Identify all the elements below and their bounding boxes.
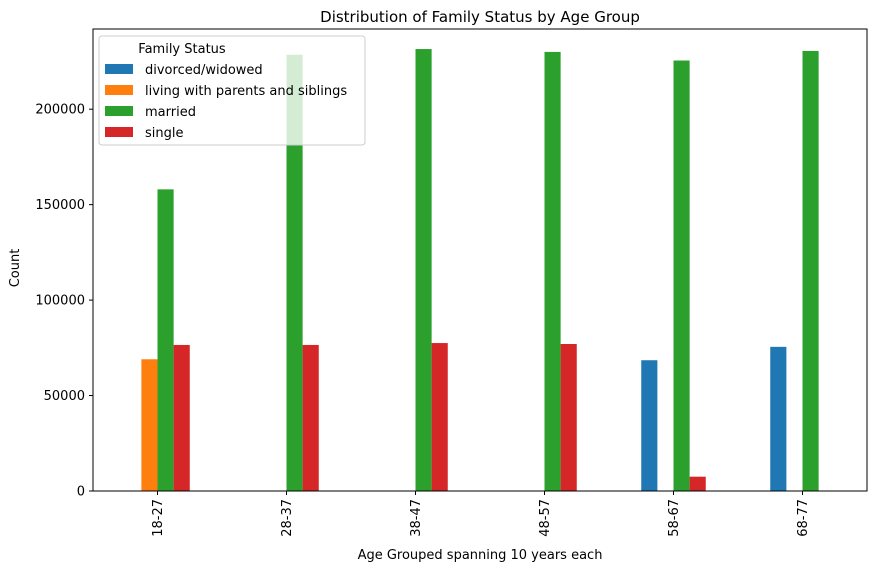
legend-label: living with parents and siblings (145, 84, 347, 99)
y-tick-label: 100000 (35, 294, 85, 309)
bar-married-28-37 (286, 54, 303, 492)
bar-single-38-47 (431, 343, 448, 491)
y-tick-label: 50000 (44, 389, 85, 404)
y-tick-label: 150000 (35, 198, 85, 213)
x-tick-label: 48-57 (538, 499, 553, 537)
bar-married-18-27 (157, 189, 174, 492)
y-tick-label: 0 (77, 485, 85, 500)
legend-label: divorced/widowed (145, 63, 263, 78)
y-axis-label: Count (8, 249, 23, 288)
legend-swatch (105, 64, 133, 74)
legend-swatch (105, 127, 133, 137)
legend-swatch (105, 106, 133, 116)
legend-box (98, 35, 366, 146)
y-tick-label: 200000 (35, 103, 85, 118)
axes-layer: 0 50000 100000 150000 200000 18-27 28-37 38-47 4… (35, 28, 868, 537)
x-tick-label: 28-37 (280, 499, 295, 537)
bar-living-with-parents-and-siblings-18-27 (141, 359, 158, 491)
bar-single-48-57 (560, 344, 577, 491)
bar-single-28-37 (302, 344, 319, 491)
legend: Family Status divorced/widowed living with… (98, 35, 366, 146)
bar-married-58-67 (673, 60, 690, 491)
x-tick-label: 38-47 (409, 499, 424, 537)
bar-married-48-57 (544, 51, 561, 491)
x-axis-label: Age Grouped spanning 10 years each (358, 548, 603, 563)
bars-layer (141, 49, 819, 492)
bar-single-18-27 (173, 344, 190, 491)
plot-frame (92, 28, 868, 492)
x-tick-label: 18-27 (151, 499, 166, 537)
bar-married-38-47 (415, 49, 432, 492)
legend-swatch (105, 85, 133, 95)
bar-divorced-widowed-58-67 (641, 360, 658, 491)
legend-label: single (145, 126, 184, 141)
bar-divorced-widowed-68-77 (770, 346, 787, 491)
x-tick-label: 58-67 (667, 499, 682, 537)
chart-title: Distribution of Family Status by Age Gro… (320, 8, 640, 26)
legend-title: Family Status (138, 42, 226, 57)
bar-married-68-77 (802, 50, 819, 491)
bar-single-58-67 (689, 476, 706, 491)
x-tick-label: 68-77 (796, 499, 811, 537)
legend-label: married (145, 105, 196, 120)
